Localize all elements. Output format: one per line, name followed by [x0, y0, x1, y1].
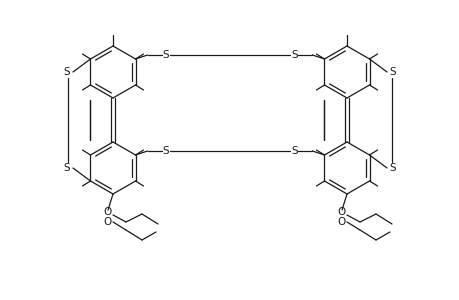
Text: S: S	[389, 163, 396, 173]
Text: S: S	[389, 67, 396, 77]
Text: S: S	[162, 146, 168, 156]
Text: O: O	[337, 207, 345, 217]
Text: S: S	[162, 50, 168, 60]
Text: S: S	[291, 50, 297, 60]
Text: O: O	[104, 217, 112, 227]
Text: O: O	[104, 207, 112, 217]
Text: O: O	[337, 217, 345, 227]
Text: S: S	[63, 163, 70, 173]
Text: S: S	[291, 146, 297, 156]
Text: S: S	[63, 67, 70, 77]
